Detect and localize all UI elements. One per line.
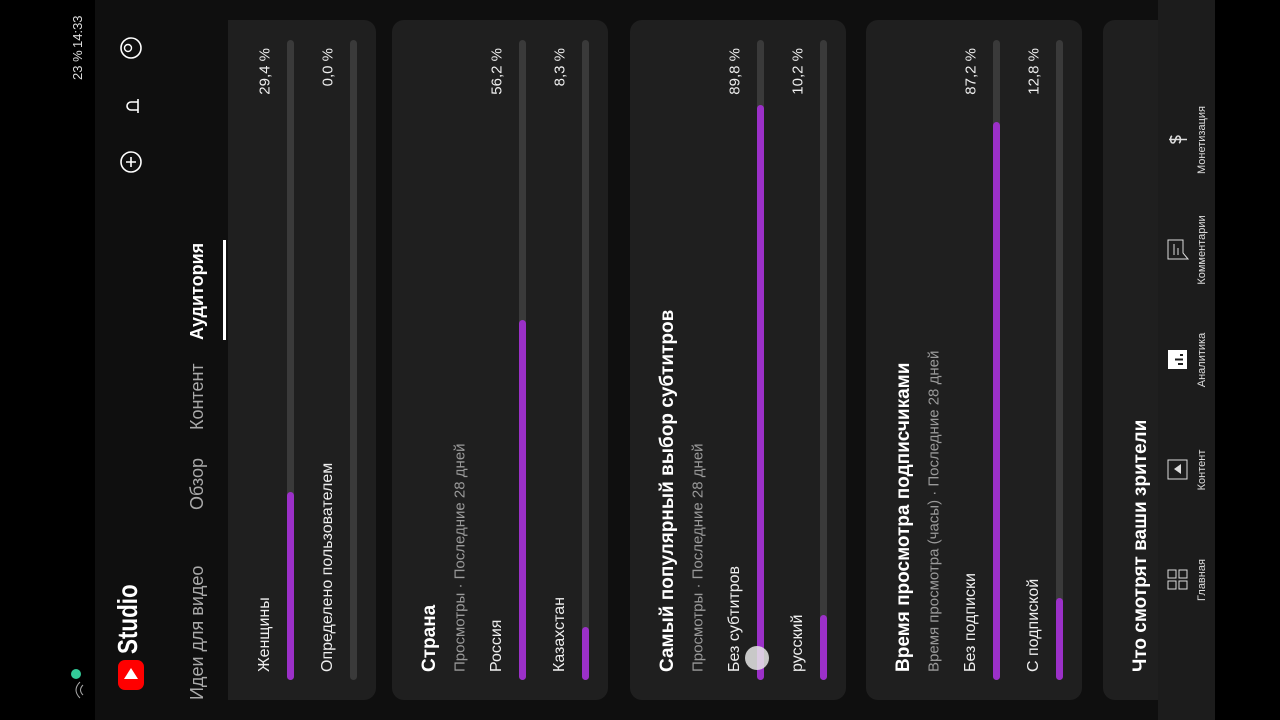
- bar-track: [350, 40, 357, 680]
- clock: 14:33: [70, 15, 85, 48]
- card: Страна Просмотры · Последние 28 дней Росси…: [392, 20, 608, 700]
- nav-item[interactable]: Комментарии: [1158, 195, 1215, 305]
- header-icons[interactable]: [118, 25, 144, 175]
- nav-icon: [1168, 350, 1187, 369]
- bar: [582, 626, 589, 680]
- card-subtitle: Просмотры · Последние 28 дней: [689, 443, 707, 672]
- bar-track: [1056, 40, 1063, 680]
- row-value: 0,0 %: [319, 48, 337, 87]
- card-title: Время просмотра подписчиками: [893, 362, 914, 672]
- nav-icon: [1167, 569, 1188, 590]
- cards: Женщины 29,4 % Определено пользователем 0,0…: [228, 0, 1158, 720]
- row-label: Женщины: [256, 597, 273, 672]
- bar: [1056, 598, 1063, 680]
- status-icons: [71, 669, 84, 699]
- row-value: 12,8 %: [1025, 48, 1043, 95]
- nav-item[interactable]: Главная: [1158, 525, 1215, 635]
- nav-label: Комментарии: [1196, 215, 1208, 285]
- nav-label: Монетизация: [1196, 106, 1208, 174]
- bar-track: [582, 40, 589, 680]
- row-value: 29,4 %: [256, 48, 274, 95]
- row-value: 10,2 %: [789, 48, 807, 95]
- row-value: 89,8 %: [726, 48, 744, 95]
- tab[interactable]: Идеи для видео: [187, 565, 207, 700]
- bar: [287, 491, 294, 680]
- nav-icon: [1167, 459, 1188, 480]
- card: Что смотрят ваши зрители: [1103, 20, 1158, 700]
- row-value: 8,3 %: [551, 48, 569, 87]
- bottom-nav: Главная Контент Аналитика Комментарии Монети…: [1158, 0, 1215, 720]
- row-value: 87,2 %: [962, 48, 980, 95]
- row-value: 56,2 %: [488, 48, 506, 95]
- card: Время просмотра подписчиками Время просмо…: [866, 20, 1082, 700]
- card-title: Самый популярный выбор субтитров: [657, 309, 678, 672]
- bar-track: [287, 40, 294, 680]
- bar: [993, 121, 1000, 680]
- nav-label: Контент: [1196, 449, 1208, 491]
- card-subtitle: Просмотры · Последние 28 дней: [451, 443, 469, 672]
- bar-track: [820, 40, 827, 680]
- tab[interactable]: Контент: [187, 363, 207, 430]
- row-label: Казахстан: [551, 597, 568, 672]
- nav-item[interactable]: Аналитика: [1158, 305, 1215, 415]
- card-title: Что смотрят ваши зрители: [1130, 419, 1151, 672]
- bar: [519, 320, 526, 680]
- row-label: Определено пользователем: [319, 462, 336, 672]
- bar-track: [993, 40, 1000, 680]
- bar: [820, 614, 827, 680]
- card: Самый популярный выбор субтитров Просмотр…: [630, 20, 846, 700]
- nav-item[interactable]: Контент: [1158, 415, 1215, 525]
- bar: [757, 105, 764, 680]
- bar-track: [757, 40, 764, 680]
- card-title: Страна: [419, 604, 440, 672]
- logo-text: Studio: [112, 584, 143, 654]
- nav-icon: [1169, 135, 1187, 144]
- row-label: С подпиской: [1025, 578, 1042, 672]
- nav-icon: [1167, 239, 1189, 260]
- battery: 23 %: [70, 50, 85, 80]
- logo: [118, 660, 144, 690]
- tab[interactable]: Обзор: [187, 458, 207, 510]
- card-subtitle: Время просмотра (часы) · Последние 28 дн…: [925, 350, 943, 672]
- row-label: русский: [789, 614, 806, 672]
- tab-underline: [223, 240, 226, 340]
- bar-track: [519, 40, 526, 680]
- tab[interactable]: Аудитория: [187, 242, 207, 340]
- touch-indicator: [745, 646, 769, 670]
- nav-label: Главная: [1196, 559, 1208, 601]
- row-label: Россия: [488, 619, 505, 672]
- row-label: Без подписки: [962, 573, 979, 672]
- nav-label: Аналитика: [1196, 332, 1208, 388]
- card: Женщины 29,4 % Определено пользователем 0,0…: [228, 20, 376, 700]
- row-label: Без субтитров: [726, 565, 743, 672]
- nav-item[interactable]: Монетизация: [1158, 85, 1215, 195]
